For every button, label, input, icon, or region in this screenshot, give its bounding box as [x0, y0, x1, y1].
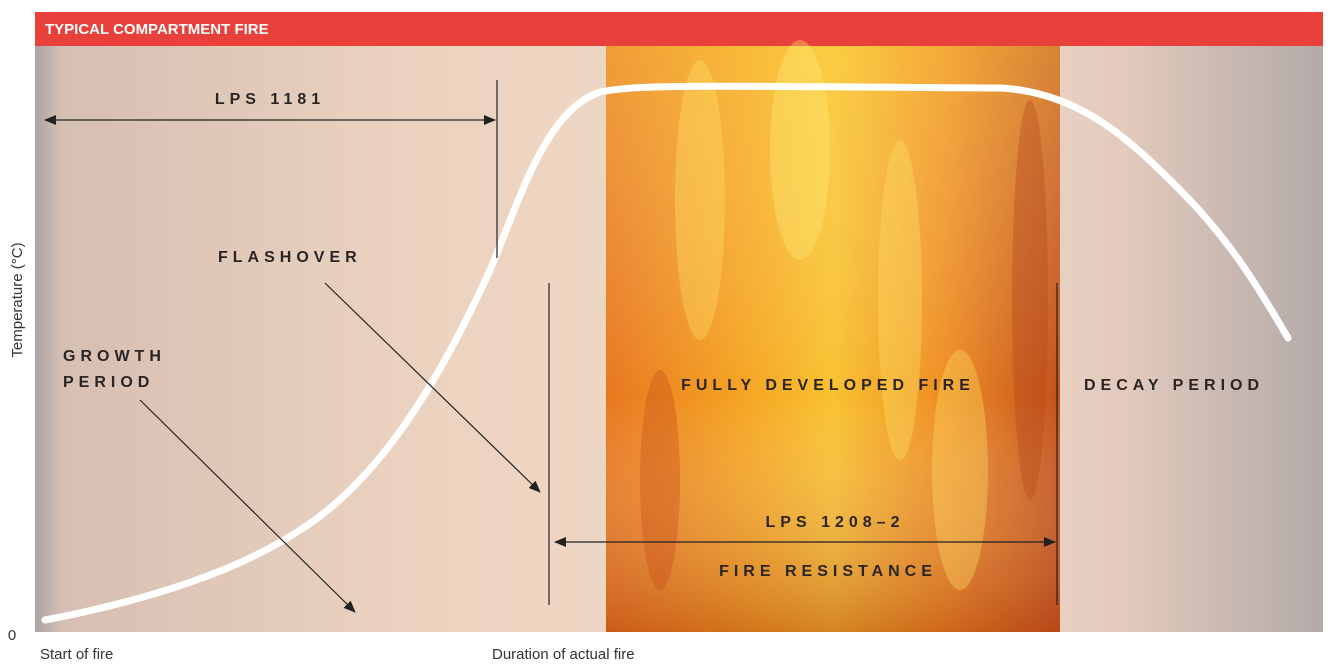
growth-label: PERIOD	[63, 374, 154, 391]
growth-label: GROWTH	[63, 348, 166, 365]
flashover-label: FLASHOVER	[218, 249, 362, 266]
y-axis-label: Temperature (°C)	[9, 242, 26, 357]
lps-1208-label: LPS 1208–2	[766, 514, 905, 531]
decay-label: DECAY PERIOD	[1084, 377, 1264, 394]
x-start-label: Start of fire	[40, 646, 113, 663]
header-title: TYPICAL COMPARTMENT FIRE	[45, 21, 269, 38]
diagram: TYPICAL COMPARTMENT FIRE LPS 1181 FLASHO…	[0, 0, 1330, 664]
origin-label: 0	[8, 627, 16, 644]
lps-1181-label: LPS 1181	[215, 91, 325, 108]
fire-resistance-label: FIRE RESISTANCE	[719, 563, 937, 580]
fully-developed-label: FULLY DEVELOPED FIRE	[681, 377, 975, 394]
x-end-label: Duration of actual fire	[492, 646, 635, 663]
